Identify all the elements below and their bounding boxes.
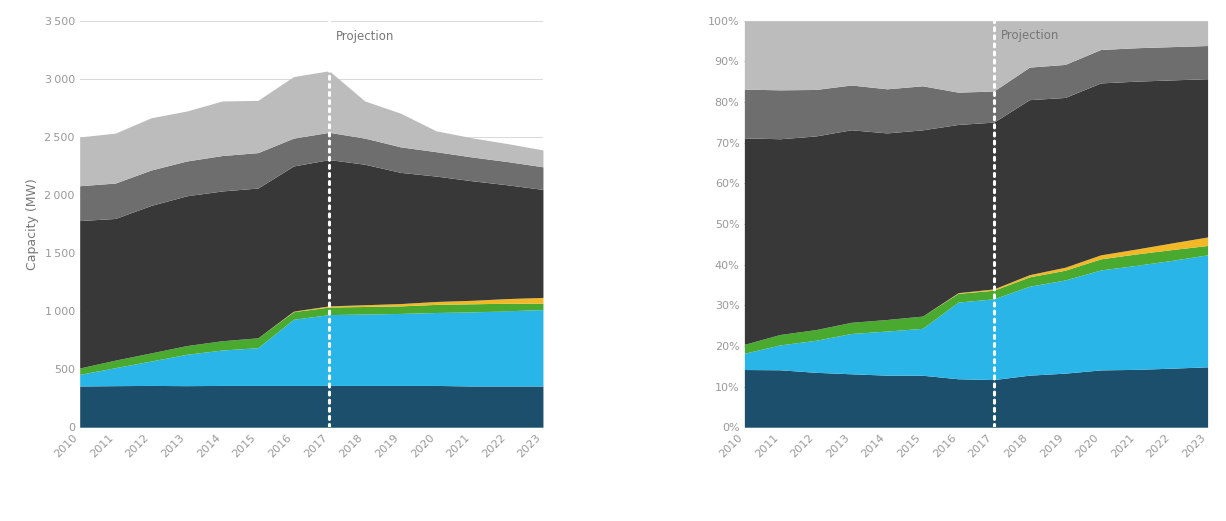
Text: Projection: Projection [1000,29,1059,42]
Text: Projection: Projection [336,30,395,43]
Y-axis label: Capacity (MW): Capacity (MW) [26,178,39,270]
Legend: Natural Gas, Petroleum, Coal and Coke, Solar, Biomass / Geothermal, Wind, Hydro: Natural Gas, Petroleum, Coal and Coke, S… [538,150,695,299]
